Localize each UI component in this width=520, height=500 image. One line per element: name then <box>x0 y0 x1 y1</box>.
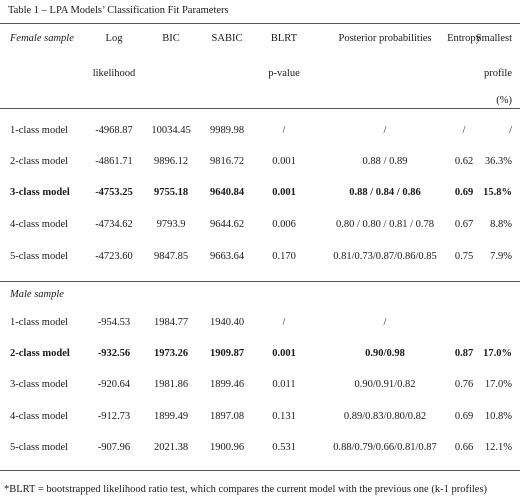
female-row-1-blrt: / <box>282 125 286 136</box>
female-row-2-model: 2-class model <box>10 156 69 167</box>
male-row-1-blrt: / <box>282 317 286 328</box>
male-row-1-sabic: 1940.40 <box>209 317 245 328</box>
male-row-2-smallest: 17.0% <box>483 348 512 359</box>
header-sabic: SABIC <box>211 33 243 44</box>
male-row-2-post: 0.90/0.98 <box>365 348 405 359</box>
male-row-4-smallest: 10.8% <box>484 411 512 422</box>
male-row-5-bic: 2021.38 <box>153 442 189 453</box>
female-row-4-bic: 9793.9 <box>156 219 186 230</box>
male-row-1-log: -954.53 <box>97 317 131 328</box>
male-row-1-bic: 1984.77 <box>153 317 189 328</box>
bottom-rule <box>0 470 520 471</box>
male-row-2-bic: 1973.26 <box>153 348 189 359</box>
male-row-4-model: 4-class model <box>10 411 69 422</box>
female-row-1-entropy: / <box>462 125 466 136</box>
female-row-5-entropy: 0.75 <box>454 251 474 262</box>
male-row-4-bic: 1899.49 <box>153 411 189 422</box>
male-row-5-blrt: 0.531 <box>272 442 296 453</box>
female-row-5-post: 0.81/0.73/0.87/0.86/0.85 <box>333 251 437 262</box>
female-row-4-model: 4-class model <box>10 219 69 230</box>
female-row-3-bic: 9755.18 <box>153 187 189 198</box>
female-row-2-smallest: 36.3% <box>484 156 512 167</box>
male-row-4-post: 0.89/0.83/0.80/0.82 <box>343 411 427 422</box>
female-row-2-entropy: 0.62 <box>454 156 474 167</box>
male-row-2-blrt: 0.001 <box>272 348 296 359</box>
header-bic: BIC <box>162 33 180 44</box>
female-row-3-post: 0.88 / 0.84 / 0.86 <box>349 187 421 198</box>
female-row-4-smallest: 8.8% <box>490 219 512 230</box>
female-row-3-model: 3-class model <box>10 187 70 198</box>
male-row-2-entropy: 0.87 <box>454 348 474 359</box>
female-row-2-blrt: 0.001 <box>272 156 296 167</box>
male-row-5-entropy: 0.66 <box>454 442 474 453</box>
female-row-5-bic: 9847.85 <box>153 251 189 262</box>
header-likelihood: likelihood <box>92 68 136 79</box>
male-row-3-bic: 1981.86 <box>153 379 189 390</box>
male-row-3-sabic: 1899.46 <box>209 379 245 390</box>
male-row-4-entropy: 0.69 <box>454 411 474 422</box>
male-row-3-blrt: 0.011 <box>272 379 296 390</box>
male-row-5-log: -907.96 <box>97 442 131 453</box>
female-row-5-smallest: 7.9% <box>490 251 512 262</box>
male-row-2-sabic: 1909.87 <box>209 348 245 359</box>
header-percent: (%) <box>496 95 512 106</box>
male-row-5-model: 5-class model <box>10 442 69 453</box>
female-row-4-blrt: 0.006 <box>272 219 296 230</box>
female-row-3-sabic: 9640.84 <box>209 187 245 198</box>
header-profile: profile <box>484 68 512 79</box>
header-entropy: Entropy <box>447 33 481 44</box>
female-row-5-log: -4723.60 <box>95 251 133 262</box>
female-row-3-blrt: 0.001 <box>272 187 296 198</box>
female-row-1-smallest: / <box>509 125 512 136</box>
male-row-5-sabic: 1900.96 <box>209 442 245 453</box>
header-female-sample: Female sample <box>10 33 74 44</box>
male-row-2-model: 2-class model <box>10 348 70 359</box>
male-row-5-smallest: 12.1% <box>484 442 512 453</box>
male-row-3-post: 0.90/0.91/0.82 <box>354 379 416 390</box>
male-row-3-log: -920.64 <box>97 379 131 390</box>
header-smallest: Smallest <box>475 33 512 44</box>
female-row-4-sabic: 9644.62 <box>209 219 245 230</box>
female-row-1-bic: 10034.45 <box>151 125 191 136</box>
top-rule <box>0 23 520 24</box>
female-row-1-sabic: 9989.98 <box>209 125 245 136</box>
header-blrt: BLRT <box>270 33 298 44</box>
female-row-2-bic: 9896.12 <box>153 156 189 167</box>
table-footnote: *BLRT = bootstrapped likelihood ratio te… <box>4 484 488 495</box>
header-rule <box>0 108 520 109</box>
male-row-5-post: 0.88/0.79/0.66/0.81/0.87 <box>333 442 437 453</box>
male-row-3-entropy: 0.76 <box>454 379 474 390</box>
female-row-4-entropy: 0.67 <box>454 219 474 230</box>
female-row-2-post: 0.88 / 0.89 <box>362 156 408 167</box>
male-row-3-model: 3-class model <box>10 379 69 390</box>
female-row-4-log: -4734.62 <box>95 219 133 230</box>
male-row-4-sabic: 1897.08 <box>209 411 245 422</box>
female-row-5-model: 5-class model <box>10 251 69 262</box>
male-row-3-smallest: 17.0% <box>484 379 512 390</box>
female-row-1-model: 1-class model <box>10 125 69 136</box>
male-row-2-log: -932.56 <box>97 348 131 359</box>
female-row-3-log: -4753.25 <box>95 187 133 198</box>
female-row-5-blrt: 0.170 <box>272 251 296 262</box>
female-row-1-post: / <box>383 125 387 136</box>
female-row-2-sabic: 9816.72 <box>209 156 245 167</box>
female-row-3-smallest: 15.8% <box>483 187 512 198</box>
header-p-value: p-value <box>268 68 300 79</box>
female-row-1-log: -4968.87 <box>95 125 133 136</box>
male-row-1-model: 1-class model <box>10 317 69 328</box>
header-posterior-probabilities: Posterior probabilities <box>338 33 432 44</box>
female-row-2-log: -4861.71 <box>95 156 133 167</box>
female-row-4-post: 0.80 / 0.80 / 0.81 / 0.78 <box>335 219 435 230</box>
male-row-4-log: -912.73 <box>97 411 131 422</box>
female-row-3-entropy: 0.69 <box>454 187 474 198</box>
female-row-5-sabic: 9663.64 <box>209 251 245 262</box>
male-row-4-blrt: 0.131 <box>272 411 296 422</box>
male-sample-label: Male sample <box>10 289 64 300</box>
section-rule <box>0 281 520 282</box>
male-row-1-post: / <box>383 317 387 328</box>
header-log: Log <box>105 33 123 44</box>
table-caption: Table 1 – LPA Models’ Classification Fit… <box>8 5 229 16</box>
